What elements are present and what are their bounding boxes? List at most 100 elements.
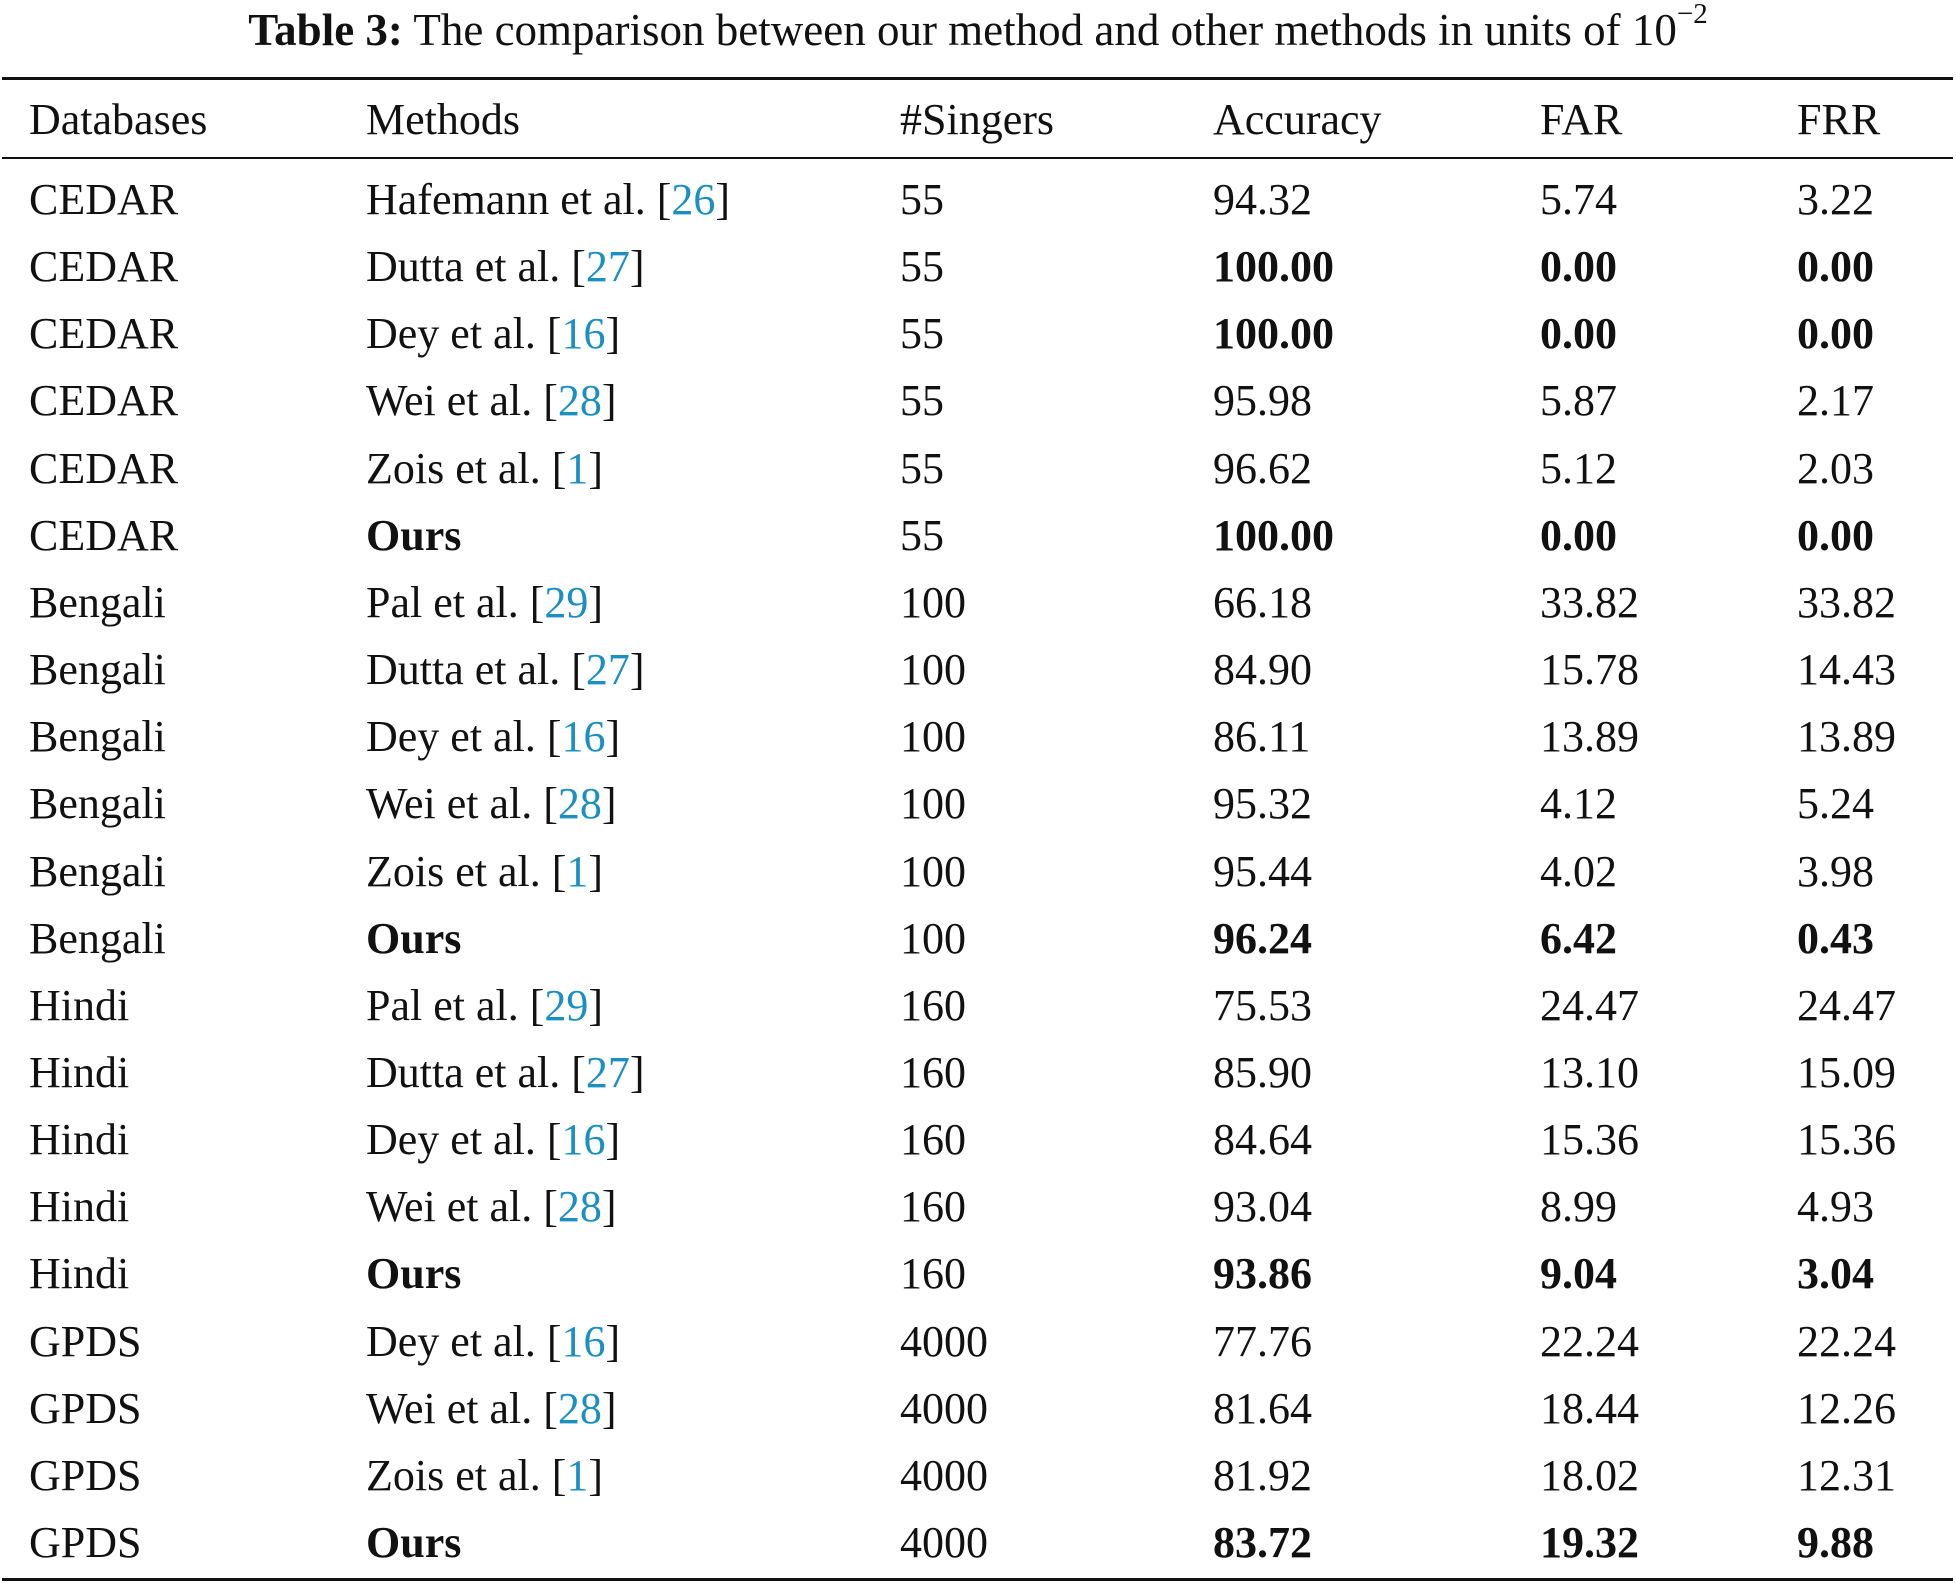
method-cell: Dey et al. [16] (366, 1308, 620, 1375)
accuracy-cell: 95.44 (1213, 847, 1312, 896)
header-databases: Databases (29, 95, 208, 144)
table-row: Bengali Ours 100 96.24 6.42 0.43 (0, 905, 1956, 972)
singers-cell: 55 (900, 376, 944, 425)
method-name: Pal et al. [ (366, 578, 545, 627)
method-cell: Hafemann et al. [26] (366, 166, 730, 233)
method-cell: Zois et al. [1] (366, 1442, 603, 1509)
far-cell: 8.99 (1540, 1182, 1617, 1231)
citation-link[interactable]: 1 (566, 1451, 589, 1500)
citation-bracket: ] (588, 444, 604, 493)
citation-bracket: ] (715, 175, 731, 224)
database-cell: GPDS (29, 1384, 142, 1433)
header-row: Databases Methods #Singers Accuracy FAR … (0, 86, 1956, 153)
method-cell: Wei et al. [28] (366, 770, 617, 837)
accuracy-cell: 96.24 (1213, 914, 1312, 963)
far-cell: 15.36 (1540, 1115, 1639, 1164)
far-cell: 4.12 (1540, 779, 1617, 828)
database-cell: Bengali (29, 914, 166, 963)
accuracy-cell: 66.18 (1213, 578, 1312, 627)
citation-link[interactable]: 16 (561, 1317, 606, 1366)
method-name: Dutta et al. [ (366, 242, 586, 291)
method-name: Ours (366, 1249, 462, 1298)
accuracy-cell: 85.90 (1213, 1048, 1312, 1097)
citation-bracket: ] (629, 242, 645, 291)
database-cell: CEDAR (29, 511, 179, 560)
method-cell: Dutta et al. [27] (366, 233, 645, 300)
citation-bracket: ] (601, 1182, 617, 1231)
accuracy-cell: 81.92 (1213, 1451, 1312, 1500)
method-cell: Ours (366, 1240, 461, 1307)
far-cell: 0.00 (1540, 511, 1617, 560)
singers-cell: 100 (900, 578, 966, 627)
frr-cell: 3.22 (1797, 175, 1874, 224)
citation-link[interactable]: 1 (566, 444, 589, 493)
method-name: Ours (366, 1518, 462, 1567)
singers-cell: 4000 (900, 1451, 988, 1500)
table-row: CEDAR Dutta et al. [27] 55 100.00 0.00 0.00 (0, 233, 1956, 300)
frr-cell: 4.93 (1797, 1182, 1874, 1231)
citation-link[interactable]: 16 (561, 1115, 606, 1164)
singers-cell: 100 (900, 645, 966, 694)
accuracy-cell: 84.90 (1213, 645, 1312, 694)
table-row: Bengali Dey et al. [16] 100 86.11 13.89 13.89 (0, 703, 1956, 770)
citation-link[interactable]: 27 (585, 1048, 630, 1097)
method-cell: Pal et al. [29] (366, 569, 603, 636)
singers-cell: 4000 (900, 1317, 988, 1366)
database-cell: Bengali (29, 847, 166, 896)
table-row: CEDAR Zois et al. [1] 55 96.62 5.12 2.03 (0, 435, 1956, 502)
database-cell: CEDAR (29, 444, 179, 493)
method-cell: Ours (366, 1509, 461, 1576)
method-name: Dey et al. [ (366, 309, 562, 358)
citation-bracket: ] (588, 1451, 604, 1500)
citation-bracket: ] (588, 578, 604, 627)
database-cell: Hindi (29, 1249, 130, 1298)
citation-link[interactable]: 1 (566, 847, 589, 896)
citation-link[interactable]: 28 (557, 1182, 602, 1231)
citation-link[interactable]: 27 (585, 645, 630, 694)
database-cell: Hindi (29, 1048, 130, 1097)
frr-cell: 3.04 (1797, 1249, 1874, 1298)
citation-bracket: ] (588, 981, 604, 1030)
citation-link[interactable]: 28 (557, 376, 602, 425)
citation-bracket: ] (601, 376, 617, 425)
caption-text: The comparison between our method and ot… (413, 5, 1677, 55)
method-name: Dutta et al. [ (366, 645, 586, 694)
singers-cell: 4000 (900, 1518, 988, 1567)
method-cell: Ours (366, 502, 461, 569)
method-cell: Dey et al. [16] (366, 1106, 620, 1173)
method-name: Wei et al. [ (366, 779, 558, 828)
method-name: Wei et al. [ (366, 1384, 558, 1433)
database-cell: GPDS (29, 1518, 142, 1567)
far-cell: 18.44 (1540, 1384, 1639, 1433)
table-row: Hindi Pal et al. [29] 160 75.53 24.47 24.47 (0, 972, 1956, 1039)
method-cell: Dey et al. [16] (366, 703, 620, 770)
accuracy-cell: 77.76 (1213, 1317, 1312, 1366)
method-name: Ours (366, 511, 462, 560)
database-cell: Hindi (29, 1182, 130, 1231)
bottom-rule (2, 1578, 1953, 1581)
citation-link[interactable]: 16 (561, 309, 606, 358)
citation-link[interactable]: 29 (544, 578, 589, 627)
singers-cell: 100 (900, 779, 966, 828)
header-frr: FRR (1797, 95, 1881, 144)
accuracy-cell: 83.72 (1213, 1518, 1312, 1567)
caption-exponent: −2 (1676, 0, 1708, 30)
accuracy-cell: 100.00 (1213, 511, 1334, 560)
far-cell: 5.74 (1540, 175, 1617, 224)
singers-cell: 100 (900, 847, 966, 896)
table-row: Hindi Dey et al. [16] 160 84.64 15.36 15.36 (0, 1106, 1956, 1173)
database-cell: CEDAR (29, 175, 179, 224)
frr-cell: 2.03 (1797, 444, 1874, 493)
far-cell: 33.82 (1540, 578, 1639, 627)
accuracy-cell: 84.64 (1213, 1115, 1312, 1164)
citation-link[interactable]: 28 (557, 1384, 602, 1433)
method-cell: Wei et al. [28] (366, 367, 617, 434)
citation-link[interactable]: 29 (544, 981, 589, 1030)
citation-link[interactable]: 16 (561, 712, 606, 761)
citation-link[interactable]: 28 (557, 779, 602, 828)
method-cell: Pal et al. [29] (366, 972, 603, 1039)
citation-link[interactable]: 27 (585, 242, 630, 291)
citation-link[interactable]: 26 (671, 175, 716, 224)
accuracy-cell: 93.04 (1213, 1182, 1312, 1231)
frr-cell: 24.47 (1797, 981, 1896, 1030)
